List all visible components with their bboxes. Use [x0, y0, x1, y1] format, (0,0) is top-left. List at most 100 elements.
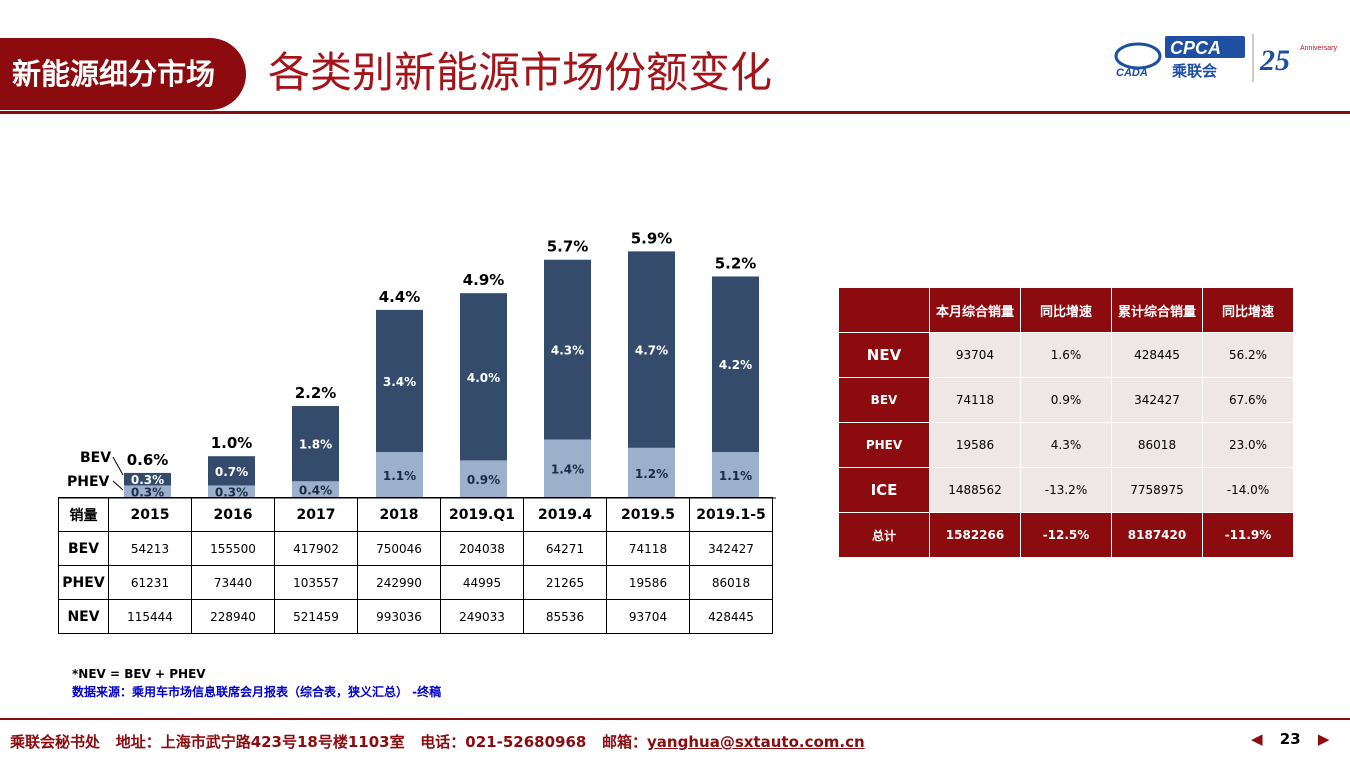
- bev-data-label: 3.4%: [383, 375, 416, 389]
- table-cell: 521459: [274, 599, 358, 634]
- logo-anniversary-word: Anniversary: [1300, 45, 1337, 52]
- logo-cpca-text: CPCA: [1170, 38, 1221, 58]
- table-cell: 74118: [606, 531, 690, 566]
- summary-header-cell: 同比增速: [1202, 287, 1294, 333]
- footer-contact: 乘联会秘书处 地址：上海市武宁路423号18号楼1103室 电话：021-526…: [10, 731, 865, 752]
- bar-phev-segment: [628, 447, 675, 498]
- summary-cell: 8187420: [1111, 512, 1203, 558]
- logo-cada-text: CADA: [1116, 67, 1148, 79]
- cada-emblem-icon: [1114, 42, 1162, 70]
- summary-cell: 23.0%: [1202, 422, 1294, 468]
- footer-address: 地址：上海市武宁路423号18号楼1103室: [115, 733, 405, 751]
- table-col-header: 2017: [274, 497, 358, 532]
- sales-volume-table: 销量 2015 2016 2017 2018 2019.Q1 2019.4 20…: [58, 497, 773, 634]
- table-cell: 750046: [357, 531, 441, 566]
- summary-row-ice: ICE 1488562 -13.2% 7758975 -14.0%: [838, 467, 1294, 513]
- table-row-bev: BEV 54213 155500 417902 750046 204038 64…: [58, 531, 773, 566]
- table-cell: 86018: [689, 565, 773, 600]
- bar-bev-segment: [712, 276, 759, 453]
- bev-data-label: 4.2%: [719, 358, 752, 372]
- summary-cell: 74118: [929, 377, 1021, 423]
- total-share-label: 2.2%: [295, 384, 337, 402]
- table-cell: 228940: [191, 599, 275, 634]
- total-share-label: 4.9%: [463, 271, 505, 289]
- bar-phev-segment: [376, 452, 423, 498]
- summary-row-label: 总计: [838, 512, 930, 558]
- table-row-phev: PHEV 61231 73440 103557 242990 44995 212…: [58, 565, 773, 600]
- table-cell: 73440: [191, 565, 275, 600]
- bev-data-label: 0.7%: [215, 465, 248, 479]
- bar-bev-segment: [124, 472, 171, 486]
- phev-data-label: 0.3%: [131, 486, 164, 500]
- bar-bev-segment: [460, 293, 507, 461]
- table-cell: 115444: [108, 599, 192, 634]
- bar-bev-segment: [208, 456, 255, 486]
- phev-data-label: 1.1%: [719, 469, 752, 483]
- table-cell: 155500: [191, 531, 275, 566]
- cpca-badge-icon: [1165, 36, 1245, 58]
- page-navigation: ◀ 23 ▶: [1245, 730, 1335, 748]
- bar-phev-segment: [124, 485, 171, 498]
- table-col-header: 2019.Q1: [440, 497, 524, 532]
- table-row-label: PHEV: [58, 565, 109, 600]
- summary-cell: 93704: [929, 332, 1021, 378]
- bar-bev-segment: [544, 259, 591, 440]
- table-cell: 19586: [606, 565, 690, 600]
- bev-data-label: 1.8%: [299, 438, 332, 452]
- summary-header-cell: 累计综合销量: [1111, 287, 1203, 333]
- logo-cn-text: 乘联会: [1171, 62, 1217, 80]
- table-col-header: 2015: [108, 497, 192, 532]
- table-corner-label: 销量: [58, 497, 109, 532]
- table-cell: 249033: [440, 599, 524, 634]
- total-share-label: 5.2%: [715, 254, 757, 272]
- footer-divider: [0, 718, 1350, 720]
- summary-cell: 67.6%: [1202, 377, 1294, 423]
- footer-email-link[interactable]: yanghua@sxtauto.com.cn: [647, 733, 865, 751]
- summary-row-bev: BEV 74118 0.9% 342427 67.6%: [838, 377, 1294, 423]
- footer-phone: 电话：021-52680968: [420, 733, 587, 751]
- summary-row-label: BEV: [838, 377, 930, 423]
- table-cell: 21265: [523, 565, 607, 600]
- summary-row-label: ICE: [838, 467, 930, 513]
- bar-phev-segment: [712, 452, 759, 498]
- bev-data-label: 0.3%: [131, 473, 164, 487]
- table-cell: 61231: [108, 565, 192, 600]
- summary-cell: 428445: [1111, 332, 1203, 378]
- table-cell: 54213: [108, 531, 192, 566]
- summary-row-label: PHEV: [838, 422, 930, 468]
- summary-cell: 4.3%: [1020, 422, 1112, 468]
- table-cell: 428445: [689, 599, 773, 634]
- next-page-icon[interactable]: ▶: [1317, 730, 1330, 748]
- summary-cell: -14.0%: [1202, 467, 1294, 513]
- prev-page-icon[interactable]: ◀: [1251, 730, 1263, 748]
- table-col-header: 2018: [357, 497, 441, 532]
- table-cell: 93704: [606, 599, 690, 634]
- logo-anniversary-number: 25: [1259, 44, 1290, 77]
- bev-data-label: 4.3%: [551, 344, 584, 358]
- summary-row-nev: NEV 93704 1.6% 428445 56.2%: [838, 332, 1294, 378]
- summary-cell: -11.9%: [1202, 512, 1294, 558]
- table-cell: 342427: [689, 531, 773, 566]
- summary-cell: -12.5%: [1020, 512, 1112, 558]
- bar-bev-segment: [376, 309, 423, 453]
- legend-bev-label: BEV: [80, 450, 111, 466]
- phev-data-label: 1.1%: [383, 469, 416, 483]
- legend-phev-leader: [112, 480, 124, 491]
- phev-data-label: 0.3%: [215, 486, 248, 500]
- summary-cell: 7758975: [1111, 467, 1203, 513]
- phev-data-label: 0.4%: [299, 484, 332, 498]
- table-row-label: NEV: [58, 599, 109, 634]
- summary-cell: 86018: [1111, 422, 1203, 468]
- bar-phev-segment: [460, 460, 507, 498]
- footer-email-label: 邮箱：: [602, 733, 648, 751]
- summary-header-row: 本月综合销量 同比增速 累计综合销量 同比增速: [838, 287, 1294, 333]
- bar-phev-segment: [208, 485, 255, 498]
- table-row-label: BEV: [58, 531, 109, 566]
- summary-header-cell: 同比增速: [1020, 287, 1112, 333]
- data-source-note: 数据来源：乘用车市场信息联席会月报表（综合表，狭义汇总） -终稿: [72, 685, 442, 699]
- table-cell: 204038: [440, 531, 524, 566]
- footer-org: 乘联会秘书处: [10, 733, 101, 751]
- summary-row-label: NEV: [838, 332, 930, 378]
- total-share-label: 5.9%: [631, 229, 673, 247]
- bar-bev-segment: [292, 406, 339, 482]
